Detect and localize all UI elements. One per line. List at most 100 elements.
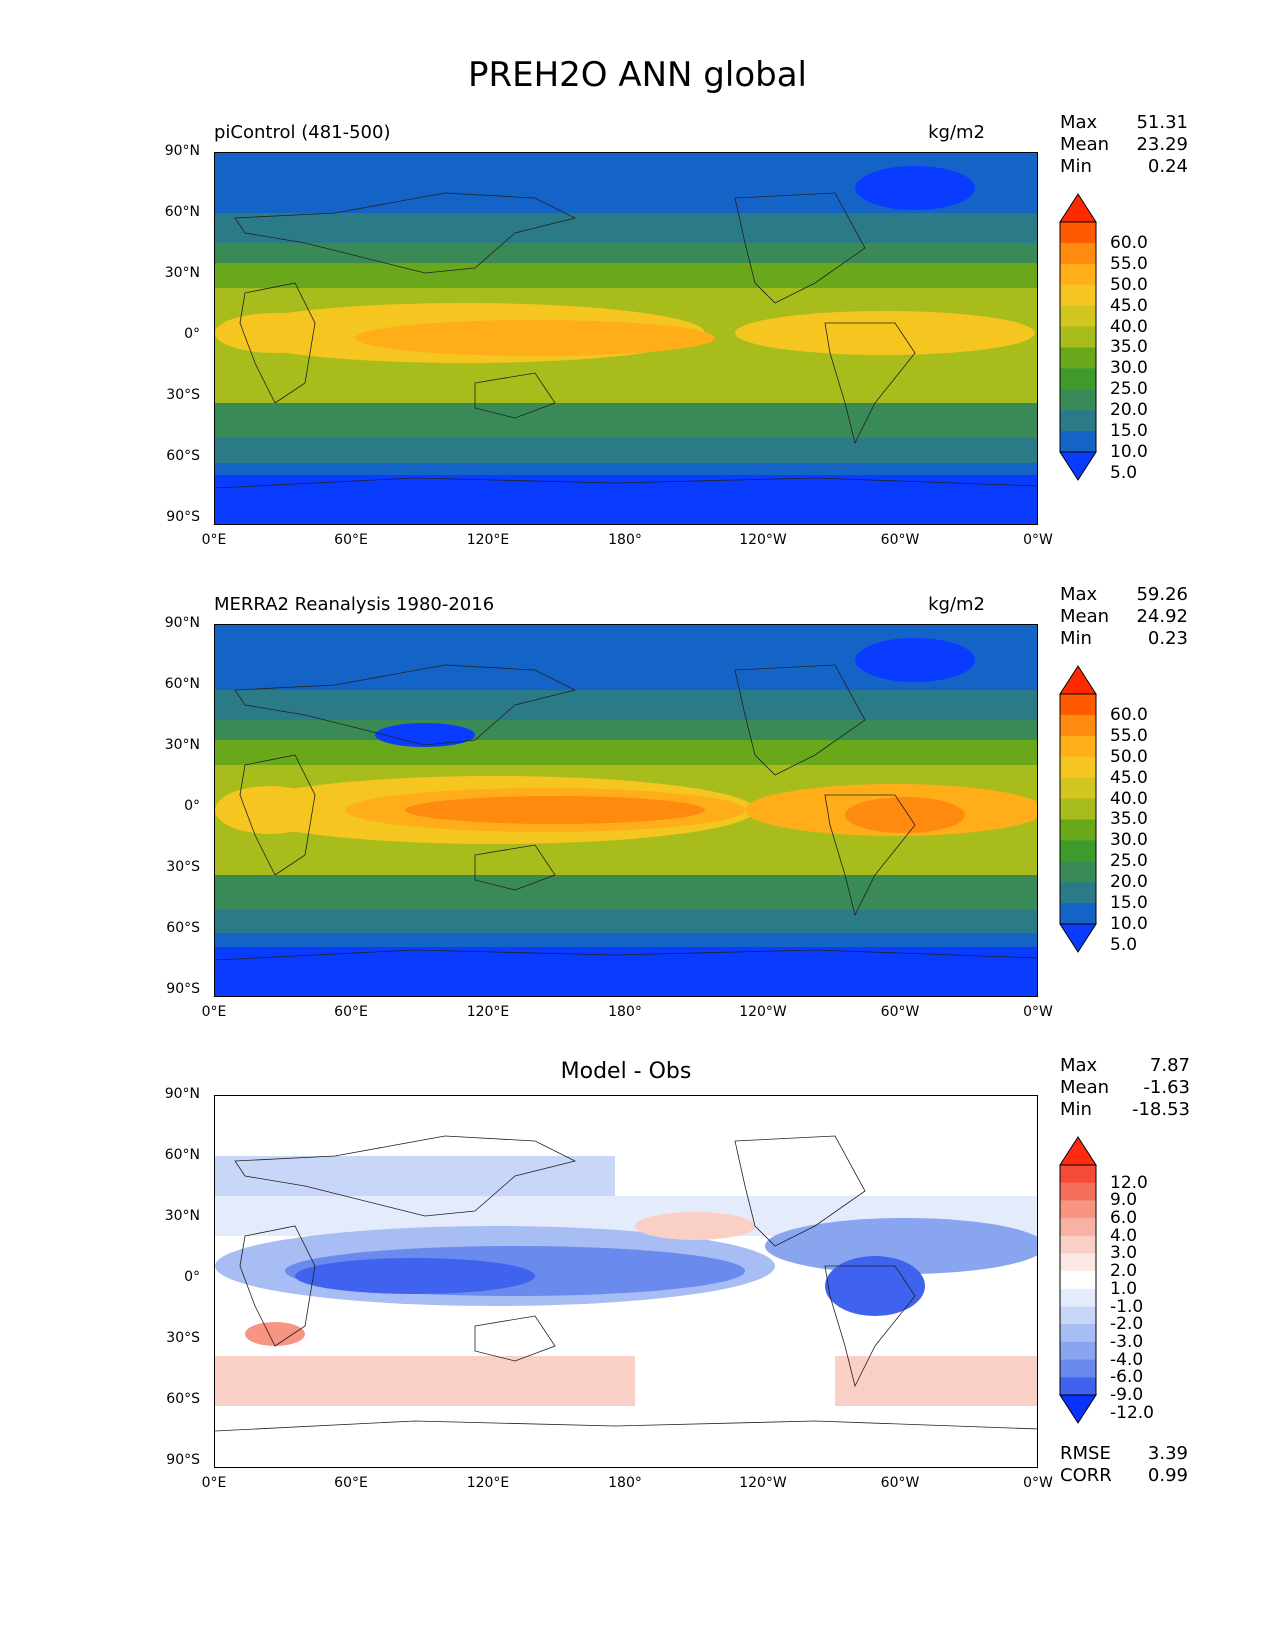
colorbar-tick-label: -3.0: [1110, 1331, 1144, 1352]
colorbar-tick-label: 15.0: [1110, 421, 1148, 442]
colorbar-extend-bottom: [1059, 451, 1097, 481]
lon-tick-label: 120°W: [739, 532, 787, 548]
colorbar-tick-label: 10.0: [1110, 914, 1148, 934]
panel-merra2: MERRA2 Reanalysis 1980-2016 kg/m2: [0, 584, 1275, 1044]
map-plot: [214, 624, 1038, 997]
stat-min-label: Min: [1060, 156, 1092, 177]
lon-tick-label: 120°E: [466, 1004, 510, 1020]
panel-title: MERRA2 Reanalysis 1980-2016: [214, 594, 495, 615]
colorbar-tick-label: 55.0: [1110, 725, 1148, 746]
colorbar-swatch: [1060, 798, 1096, 820]
lon-tick-label: 0°W: [1023, 1475, 1053, 1491]
colorbar-tick-label: 1.0: [1110, 1278, 1138, 1299]
colorbar-tick-label: 40.0: [1110, 316, 1148, 337]
map-svg: [215, 1096, 1037, 1467]
figure-title: PREH2O ANN global: [467, 55, 807, 95]
stat-min: 0.23: [1147, 628, 1188, 649]
colorbar-tick-label: 3.0: [1110, 1243, 1138, 1264]
stat-max: 59.26: [1136, 584, 1188, 605]
colorbar-tick-label: 35.0: [1110, 809, 1148, 830]
lon-tick-label: 0°W: [1023, 532, 1053, 548]
colorbar-swatch: [1060, 431, 1096, 453]
stat-mean-label: Mean: [1060, 1077, 1110, 1098]
lon-tick-label: 120°W: [739, 1004, 787, 1020]
colorbar-tick-label: 20.0: [1110, 872, 1148, 893]
lat-tick-label: 90°S: [166, 509, 200, 525]
colorbar-swatch: [1060, 840, 1096, 862]
colorbar-extend-top: [1059, 193, 1097, 223]
colorbar-swatch: [1060, 326, 1096, 348]
lon-tick-label: 0°E: [201, 1004, 227, 1020]
lat-tick-label: 0°: [184, 1269, 200, 1285]
colorbar-swatch: [1060, 368, 1096, 390]
lat-tick-label: 30°S: [166, 387, 200, 403]
colorbar-swatch: [1060, 1341, 1096, 1361]
stat-max-label: Max: [1060, 584, 1098, 605]
colorbar-extend-top: [1059, 1136, 1097, 1166]
panel-title: piControl (481-500): [214, 122, 391, 143]
colorbar: [1059, 665, 1097, 953]
map-plot: [214, 152, 1038, 525]
rmse-value: 3.39: [1147, 1443, 1188, 1464]
colorbar-tick-label: -4.0: [1110, 1349, 1144, 1370]
colorbar-tick-label: -2.0: [1110, 1314, 1144, 1335]
colorbar: [1059, 1136, 1097, 1424]
lon-tick-label: 0°E: [201, 532, 227, 548]
lat-tick-label: 60°S: [166, 448, 200, 464]
colorbar-swatch: [1060, 1235, 1096, 1254]
colorbar-swatch: [1060, 735, 1096, 758]
colorbar-extend-bottom: [1059, 1394, 1097, 1424]
stat-min: 0.24: [1147, 156, 1188, 177]
lat-tick-label: 30°S: [166, 859, 200, 875]
lat-tick-label: 60°N: [164, 204, 200, 220]
map-plot: [214, 1095, 1038, 1468]
colorbar: [1059, 193, 1097, 481]
colorbar-frame: [1059, 693, 1097, 925]
colorbar-tick-label: 5.0: [1110, 934, 1138, 955]
lat-tick-label: 60°S: [166, 1391, 200, 1407]
lon-tick-label: 120°E: [466, 532, 510, 548]
colorbar-tick-label: 50.0: [1110, 746, 1148, 767]
colorbar-tick-label: -6.0: [1110, 1367, 1144, 1388]
stats-box: Max 51.31 Mean 23.29 Min 0.24: [1060, 112, 1188, 178]
colorbar-tick-label: 60.0: [1110, 232, 1148, 253]
colorbar-swatch: [1060, 882, 1096, 904]
map-svg: [215, 153, 1037, 524]
colorbar-swatch: [1060, 819, 1096, 841]
colorbar-swatch: [1060, 694, 1096, 716]
stats-box: Max 59.26 Mean 24.92 Min 0.23: [1060, 584, 1188, 650]
colorbar-swatch: [1060, 222, 1096, 244]
lat-tick-label: 30°N: [164, 1208, 200, 1224]
colorbar-swatch: [1060, 1359, 1096, 1378]
colorbar-swatch: [1060, 389, 1096, 411]
lon-tick-label: 60°W: [880, 1004, 920, 1020]
stat-max: 51.31: [1136, 112, 1188, 133]
colorbar-swatch: [1060, 1377, 1096, 1396]
lat-tick-label: 90°N: [164, 1086, 200, 1102]
colorbar-tick-label: 6.0: [1110, 1208, 1138, 1229]
lat-tick-label: 90°S: [166, 1452, 200, 1468]
colorbar-swatch: [1060, 1324, 1096, 1343]
colorbar-tick-label: 55.0: [1110, 253, 1148, 274]
stat-max: 7.87: [1149, 1055, 1190, 1076]
colorbar-swatch: [1060, 242, 1096, 265]
stat-min: -18.53: [1131, 1099, 1190, 1120]
lon-tick-label: 0°W: [1023, 1004, 1053, 1020]
panel-title: Model - Obs: [560, 1059, 692, 1084]
lat-tick-label: 60°S: [166, 920, 200, 936]
colorbar-swatch: [1060, 1182, 1096, 1201]
colorbar-swatch: [1060, 347, 1096, 369]
colorbar-tick-label: 2.0: [1110, 1261, 1138, 1282]
colorbar-swatch: [1060, 263, 1096, 286]
colorbar-frame: [1059, 221, 1097, 453]
colorbar-swatch: [1060, 1306, 1096, 1325]
lat-tick-label: 90°N: [164, 615, 200, 631]
colorbar-tick-label: -12.0: [1110, 1402, 1154, 1423]
colorbar-tick-label: 30.0: [1110, 358, 1148, 379]
lat-tick-label: 60°N: [164, 676, 200, 692]
panel-unit: kg/m2: [928, 594, 985, 615]
colorbar-swatch: [1060, 410, 1096, 432]
rmse-label: RMSE: [1060, 1443, 1111, 1464]
lat-tick-label: 30°S: [166, 1330, 200, 1346]
colorbar-tick-label: 25.0: [1110, 379, 1148, 400]
